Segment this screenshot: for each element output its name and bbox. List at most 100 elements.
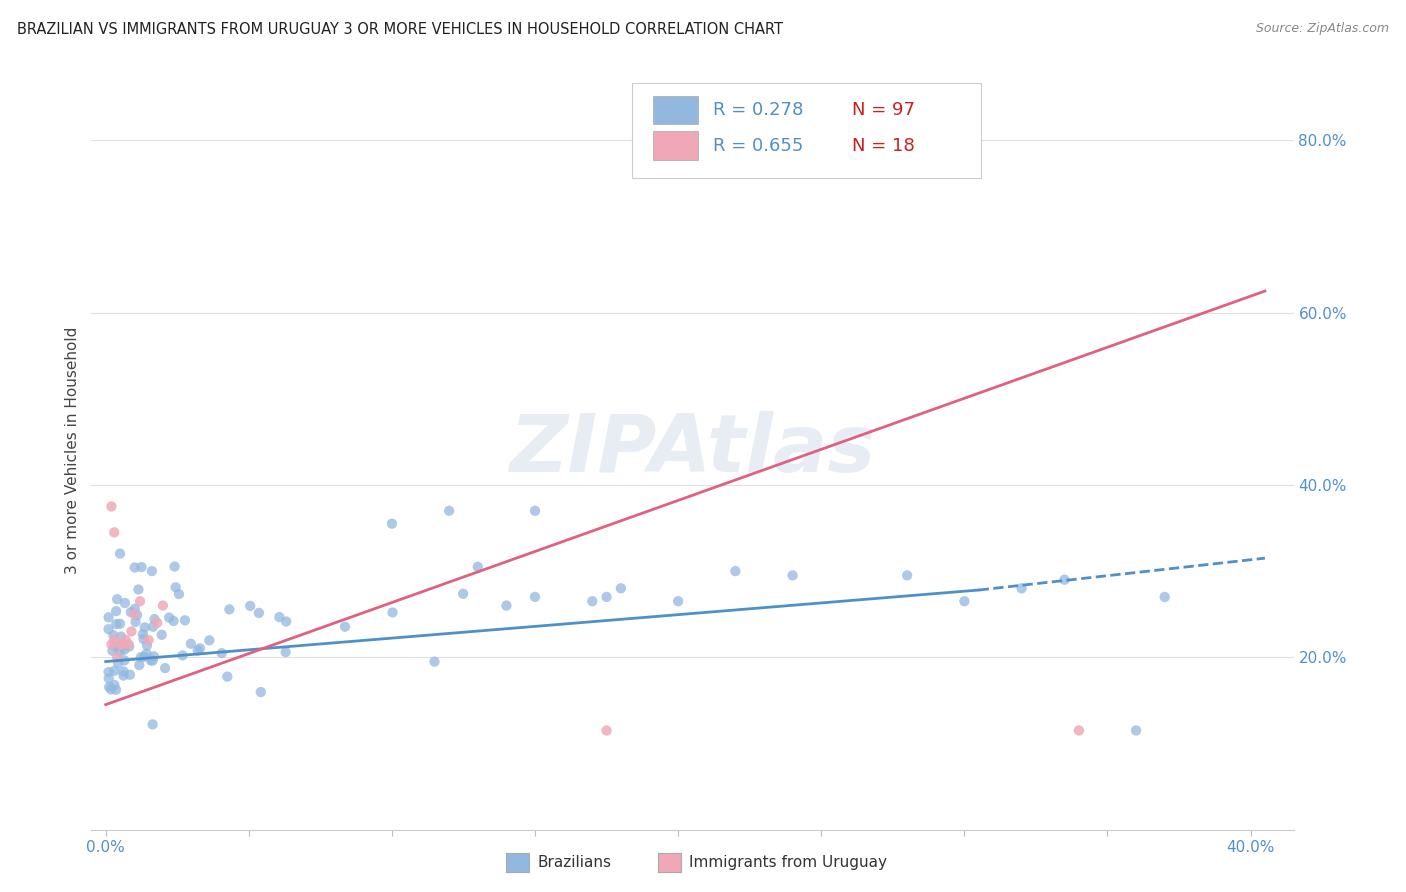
Point bbox=[211, 646, 233, 660]
Point bbox=[174, 613, 197, 627]
Point bbox=[1125, 723, 1147, 738]
Point bbox=[97, 622, 120, 636]
Point bbox=[218, 602, 240, 616]
Point bbox=[103, 525, 125, 540]
Point bbox=[152, 599, 174, 613]
Point bbox=[143, 612, 166, 626]
Point bbox=[111, 637, 134, 651]
Point bbox=[108, 645, 131, 659]
Point bbox=[274, 645, 297, 659]
Point bbox=[107, 656, 129, 670]
Point bbox=[638, 133, 661, 147]
Point bbox=[97, 672, 120, 686]
Point bbox=[188, 641, 211, 656]
Point bbox=[129, 650, 152, 665]
Point bbox=[141, 564, 163, 578]
Point bbox=[103, 678, 125, 692]
Point bbox=[108, 547, 131, 561]
Point bbox=[157, 610, 180, 624]
Point bbox=[142, 649, 165, 664]
Point bbox=[132, 649, 155, 664]
Point bbox=[114, 596, 136, 610]
Point bbox=[276, 615, 298, 629]
Point bbox=[187, 643, 209, 657]
Y-axis label: 3 or more Vehicles in Household: 3 or more Vehicles in Household bbox=[65, 326, 80, 574]
Point bbox=[100, 682, 122, 697]
Point bbox=[666, 594, 689, 608]
Point bbox=[124, 607, 146, 622]
Text: Brazilians: Brazilians bbox=[537, 855, 612, 870]
Point bbox=[105, 650, 128, 665]
Point bbox=[128, 658, 150, 673]
Point bbox=[162, 614, 184, 628]
Point bbox=[127, 582, 149, 597]
Point bbox=[595, 590, 617, 604]
Point bbox=[103, 664, 125, 678]
Point bbox=[437, 504, 460, 518]
Point bbox=[139, 653, 162, 667]
Point bbox=[953, 594, 976, 608]
Point bbox=[610, 582, 633, 596]
Point bbox=[198, 633, 221, 648]
Point bbox=[112, 665, 135, 679]
Point bbox=[1153, 590, 1175, 604]
Point bbox=[269, 610, 291, 624]
Point bbox=[124, 560, 146, 574]
Point bbox=[103, 633, 125, 648]
Point bbox=[120, 605, 142, 619]
Point bbox=[142, 620, 165, 634]
Text: Immigrants from Uruguay: Immigrants from Uruguay bbox=[689, 855, 887, 870]
Point bbox=[108, 637, 131, 651]
FancyBboxPatch shape bbox=[652, 95, 699, 125]
Point bbox=[333, 620, 356, 634]
Point bbox=[247, 606, 270, 620]
Point bbox=[114, 633, 136, 648]
Point bbox=[118, 667, 141, 681]
Text: ZIPAtlas: ZIPAtlas bbox=[509, 411, 876, 490]
Point bbox=[249, 685, 271, 699]
Point bbox=[381, 516, 404, 531]
Point bbox=[381, 606, 404, 620]
Text: R = 0.655: R = 0.655 bbox=[713, 136, 803, 154]
Text: Source: ZipAtlas.com: Source: ZipAtlas.com bbox=[1256, 22, 1389, 36]
Point bbox=[524, 504, 547, 518]
Point bbox=[132, 627, 155, 641]
Point bbox=[124, 601, 146, 615]
Point bbox=[110, 630, 132, 644]
Point bbox=[167, 587, 190, 601]
Point bbox=[97, 665, 120, 679]
Point bbox=[142, 717, 165, 731]
Point bbox=[108, 616, 131, 631]
Point bbox=[129, 594, 152, 608]
Point bbox=[101, 644, 124, 658]
Point bbox=[495, 599, 517, 613]
Point bbox=[105, 617, 128, 632]
FancyBboxPatch shape bbox=[633, 83, 981, 178]
Point bbox=[118, 640, 141, 654]
Point bbox=[112, 642, 135, 657]
Point bbox=[146, 615, 169, 630]
Point bbox=[134, 620, 156, 634]
Point bbox=[1067, 723, 1090, 738]
Point bbox=[782, 568, 804, 582]
Point bbox=[150, 628, 173, 642]
Point bbox=[217, 670, 239, 684]
Point bbox=[117, 637, 139, 651]
Point bbox=[172, 648, 194, 663]
Point bbox=[165, 580, 187, 594]
Point bbox=[104, 639, 127, 653]
Point bbox=[105, 682, 128, 697]
Point bbox=[125, 607, 148, 622]
Point bbox=[103, 628, 125, 642]
Point bbox=[1011, 582, 1033, 596]
Point bbox=[97, 610, 120, 624]
FancyBboxPatch shape bbox=[652, 131, 699, 160]
Point bbox=[142, 654, 165, 668]
Point bbox=[896, 568, 918, 582]
Point bbox=[138, 633, 160, 648]
Point bbox=[524, 590, 547, 604]
Point bbox=[120, 624, 143, 639]
Point bbox=[135, 647, 157, 661]
Text: N = 18: N = 18 bbox=[852, 136, 915, 154]
Point bbox=[423, 655, 446, 669]
